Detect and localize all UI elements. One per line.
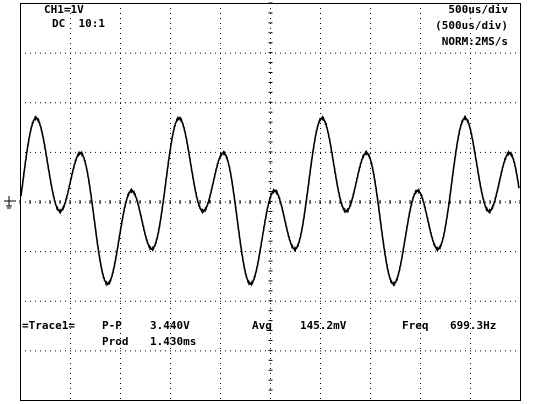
screen-frame	[20, 3, 521, 401]
trace-label: =Trace1=	[22, 319, 75, 332]
freq-label: Freq	[402, 319, 429, 332]
avg-label: Avg	[252, 319, 272, 332]
pp-label: P-P	[102, 319, 122, 332]
channel-label: CH1=1V	[44, 3, 84, 16]
pp-value: 3.440V	[150, 319, 190, 332]
period-label: Prod	[102, 335, 129, 348]
waveform	[20, 114, 520, 288]
ground-marker	[4, 196, 16, 209]
period-value: 1.430ms	[150, 335, 196, 348]
coupling-label: DC 10:1	[52, 17, 105, 30]
delayed-timebase-label: (500us/div)	[435, 19, 508, 32]
acquisition-mode: NORM:2MS/s	[442, 35, 508, 48]
avg-value: 145.2mV	[300, 319, 347, 332]
timebase-label: 500us/div	[448, 3, 508, 16]
freq-value: 699.3Hz	[450, 319, 496, 332]
graticule	[19, 2, 521, 400]
